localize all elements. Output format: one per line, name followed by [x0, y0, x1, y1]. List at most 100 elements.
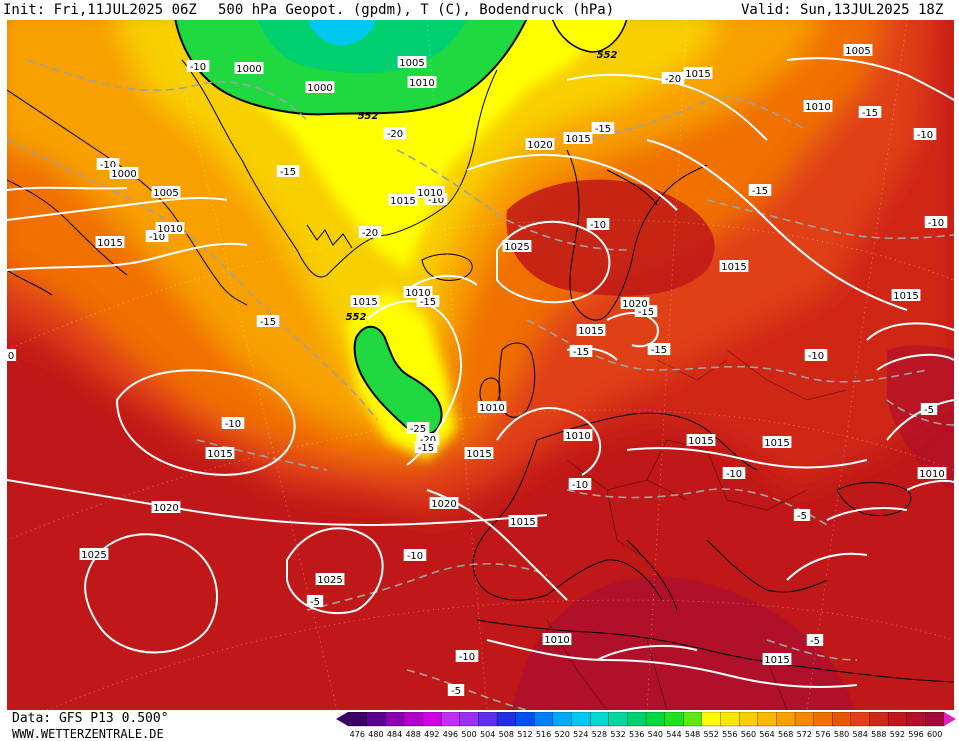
ridge-east [887, 345, 954, 490]
temperature-label-text: -10 [572, 480, 588, 491]
colorbar-tick-label: 576 [815, 730, 830, 739]
temperature-label: -20 [661, 72, 685, 85]
temperature-label-box [221, 417, 245, 429]
valid-time: Valid: Sun,13JUL2025 18Z [741, 2, 944, 18]
colorbar-tick-label: 592 [890, 730, 905, 739]
colorbar-tick-label: 508 [499, 730, 514, 739]
colorbar-tick-label: 480 [368, 730, 383, 739]
map-title: 500 hPa Geopot. (gpdm), T (C), Bodendruc… [218, 2, 615, 18]
isobar-label-box [542, 633, 572, 645]
isobar-label-box [403, 286, 433, 298]
colorbar-cell [552, 712, 572, 727]
isobar-label-text: 1020 [153, 503, 178, 514]
isobar-label: 1015 [388, 194, 418, 207]
temperature-label-text: -15 [260, 317, 276, 328]
temperature-label-box [256, 315, 280, 327]
isobar-label-text: 1020 [431, 499, 456, 510]
isobar-label-box [803, 100, 833, 112]
isobar-label-text: 1015 [390, 196, 415, 207]
colorbar-cell [683, 712, 703, 727]
isobar-label-text: 1005 [845, 46, 870, 57]
isobar-label-box [397, 56, 427, 68]
colorbar-cell [403, 712, 423, 727]
temperature-label-box [924, 216, 948, 228]
colorbar-tick-label: 584 [853, 730, 868, 739]
isobar-label-box [508, 515, 538, 527]
isobar-label-text: 1015 [688, 436, 713, 447]
colorbar-cell [887, 712, 908, 727]
colorbar-cell [925, 712, 945, 727]
temperature-label-text: -10 [917, 130, 933, 141]
temperature-label-box [455, 650, 479, 662]
isobar-label-box [407, 76, 437, 88]
isobar-label-box [620, 297, 650, 309]
isobar-label-box [429, 497, 459, 509]
temperature-label-box [7, 349, 17, 361]
isobar-label-text: 1015 [466, 449, 491, 460]
colorbar-tick-label: 512 [517, 730, 532, 739]
temperature-label-box [647, 343, 671, 355]
isobar-label: 1010 [403, 286, 433, 299]
colorbar-tick-label: 548 [685, 730, 700, 739]
isobar-label: 1025 [502, 240, 532, 253]
isobar-label: 1015 [350, 295, 380, 308]
colorbar-cell [534, 712, 554, 727]
colorbar-tick-label: 564 [759, 730, 774, 739]
isobar-label-box [762, 653, 792, 665]
init-time: Init: Fri,11JUL2025 06Z [3, 2, 197, 18]
isobar-label-box [525, 138, 555, 150]
isobar-label-box [762, 436, 792, 448]
temperature-label-text: -20 [362, 228, 378, 239]
temperature-label: -10 [924, 216, 948, 229]
colorbar-tick-label: 516 [536, 730, 551, 739]
isobar-label-text: 1015 [578, 326, 603, 337]
temperature-label-box [403, 549, 427, 561]
temperature-label-text: -10 [928, 218, 944, 229]
website-link[interactable]: WWW.WETTERZENTRALE.DE [12, 727, 164, 741]
temperature-label-box [661, 72, 685, 84]
isobar-label-box [563, 429, 593, 441]
colorbar-cell [385, 712, 405, 727]
colorbar-cell [664, 712, 684, 727]
colorbar-tick-label: 524 [573, 730, 588, 739]
isobar-label: 1010 [563, 429, 593, 442]
isobar-label-box [388, 194, 418, 206]
isobar-label-box [843, 44, 873, 56]
isobar-label: 1015 [762, 436, 792, 449]
isobar-label-text: 1000 [111, 169, 136, 180]
colorbar-cell [869, 712, 889, 727]
isobar-label: 1015 [563, 132, 593, 145]
lat-lon-grid [7, 20, 954, 710]
isobar-label: 1005 [151, 186, 181, 199]
isobars [7, 57, 954, 688]
temperature-label-text: -15 [595, 124, 611, 135]
colorbar-tick-label: 588 [871, 730, 886, 739]
temperature-label-text: -10 [100, 160, 116, 171]
isobar-label: 1020 [151, 501, 181, 514]
temperature-label-box [383, 127, 407, 139]
isobar-label: 1010 [477, 401, 507, 414]
temperature-label: -15 [748, 184, 772, 197]
colorbar-cell [366, 712, 386, 727]
isobar-label: 1015 [891, 289, 921, 302]
colorbar-tick-label: 528 [592, 730, 607, 739]
isobar-label-text: 1015 [764, 438, 789, 449]
colorbar-cell [832, 712, 852, 727]
temperature-label: -5 [793, 509, 811, 522]
temperature-label: -10 [804, 349, 828, 362]
temperature-label-text: -5 [451, 686, 461, 697]
colorbar-cell [720, 712, 740, 727]
map-header: Init: Fri,11JUL2025 06Z 500 hPa Geopot. … [0, 0, 959, 20]
temperature-label-box [793, 509, 811, 521]
isobar-label-box [683, 67, 713, 79]
temperature-label-text: -20 [420, 435, 436, 446]
colorbar-tick-labels: 476 480 484 488 492 496 500 504 508 512 516 520 524 5… [350, 730, 943, 739]
ridge-scandinavia [506, 179, 715, 296]
temperature-label-box [306, 595, 324, 607]
temperature-label-box [414, 441, 438, 453]
temperature-label-text: 0 [8, 351, 14, 362]
isobar-label-text: 1015 [764, 655, 789, 666]
temperature-label: -10 [455, 650, 479, 663]
